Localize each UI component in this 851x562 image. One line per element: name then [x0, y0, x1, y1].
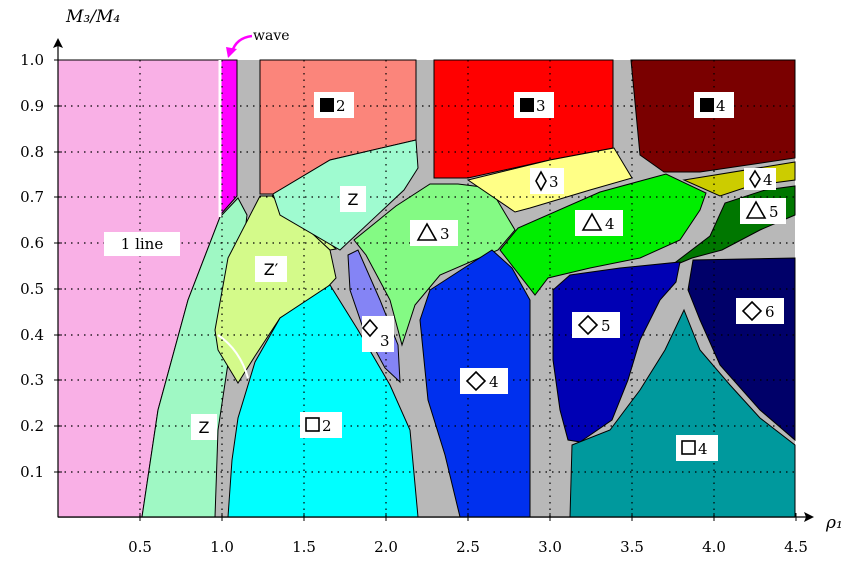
label-z-bottom: Z [199, 418, 210, 437]
triangle-icon [745, 200, 767, 219]
label-box [191, 414, 217, 440]
region-z-bottom [141, 197, 248, 518]
x-tick-label: 4.0 [702, 538, 726, 556]
label-tri-4: 4 [605, 215, 615, 233]
open-square-icon [305, 417, 320, 432]
label-box [740, 198, 786, 224]
x-tick-label: 0.5 [128, 538, 152, 556]
label-one-line: 1 line [121, 235, 164, 253]
open-square-icon [681, 440, 696, 455]
x-tick-label: 1.5 [292, 538, 316, 556]
x-axis-arrow [804, 512, 814, 522]
label-dia-4-yellow: 4 [763, 171, 773, 189]
y-tick-label: 0.8 [20, 143, 44, 161]
x-tick-label: 4.5 [784, 538, 808, 556]
label-dia-3-small: 3 [380, 332, 390, 350]
label-box [575, 210, 623, 236]
diamond-icon [465, 370, 487, 392]
label-dia-4: 4 [489, 373, 499, 391]
y-tick-label: 0.5 [20, 280, 44, 298]
label-box [340, 186, 366, 212]
filled-square-icon [700, 98, 714, 112]
wave-annotation: wave [226, 28, 290, 58]
diamond-icon [361, 318, 379, 338]
filled-square-icon [320, 98, 334, 112]
y-tick-label: 1.0 [20, 51, 44, 69]
label-sq-filled-4: 4 [716, 97, 726, 115]
x-tick-label: 2.5 [456, 538, 480, 556]
triangle-icon [416, 222, 438, 241]
x-tick-label: 2.0 [374, 538, 398, 556]
region-wave [220, 59, 238, 216]
diamond-icon [749, 169, 761, 189]
region-labels: 1 line 2 3 4 Z Z′ Z 2 3 3 [104, 92, 786, 461]
x-tick-labels: 0.5 1.0 1.5 2.0 2.5 3.0 3.5 4.0 4.5 [128, 538, 808, 556]
y-tick-label: 0.3 [20, 371, 44, 389]
label-sq-filled-2: 2 [336, 97, 346, 115]
y-axis-arrow [53, 38, 63, 48]
y-tick-label: 0.1 [20, 463, 44, 481]
label-box [676, 435, 718, 461]
label-box [300, 412, 342, 438]
y-axis-label: M₃/M₄ [65, 7, 120, 27]
x-tick-label: 1.0 [210, 538, 234, 556]
x-axis-label: ρ₁ [825, 513, 843, 533]
label-tri-3: 3 [440, 225, 450, 243]
label-dia-3-yellow: 3 [549, 173, 559, 191]
label-dia-6: 6 [765, 303, 775, 321]
ticks [54, 59, 797, 521]
y-tick-labels: 0.1 0.2 0.3 0.4 0.5 0.6 0.7 0.8 0.9 1.0 [20, 51, 44, 481]
triangle-icon [581, 212, 603, 231]
region-dia-5 [552, 261, 681, 443]
label-dia-5: 5 [601, 317, 611, 335]
label-box [104, 232, 180, 256]
y-tick-label: 0.4 [20, 326, 44, 344]
filled-square-icon [520, 98, 534, 112]
label-sq-filled-3: 3 [536, 97, 546, 115]
label-sq-open-2: 2 [322, 417, 332, 435]
grid [58, 60, 795, 517]
label-z-prime: Z′ [264, 260, 279, 279]
x-tick-label: 3.0 [538, 538, 562, 556]
wave-arrowhead [226, 47, 237, 58]
y-tick-label: 0.6 [20, 234, 44, 252]
axes [53, 38, 814, 522]
label-tri-5: 5 [769, 203, 779, 221]
x-tick-label: 3.5 [620, 538, 644, 556]
label-z-top: Z [348, 190, 359, 209]
wave-label: wave [253, 28, 290, 44]
label-box [410, 220, 458, 246]
y-tick-label: 0.7 [20, 188, 44, 206]
white-boundary-z [217, 334, 249, 379]
y-tick-label: 0.9 [20, 97, 44, 115]
diamond-icon [535, 170, 547, 192]
label-box [255, 256, 287, 282]
diamond-icon [577, 314, 599, 336]
y-tick-label: 0.2 [20, 417, 44, 435]
label-sq-open-4: 4 [698, 440, 708, 458]
diamond-icon [741, 300, 763, 322]
region-tri-3 [353, 183, 516, 347]
